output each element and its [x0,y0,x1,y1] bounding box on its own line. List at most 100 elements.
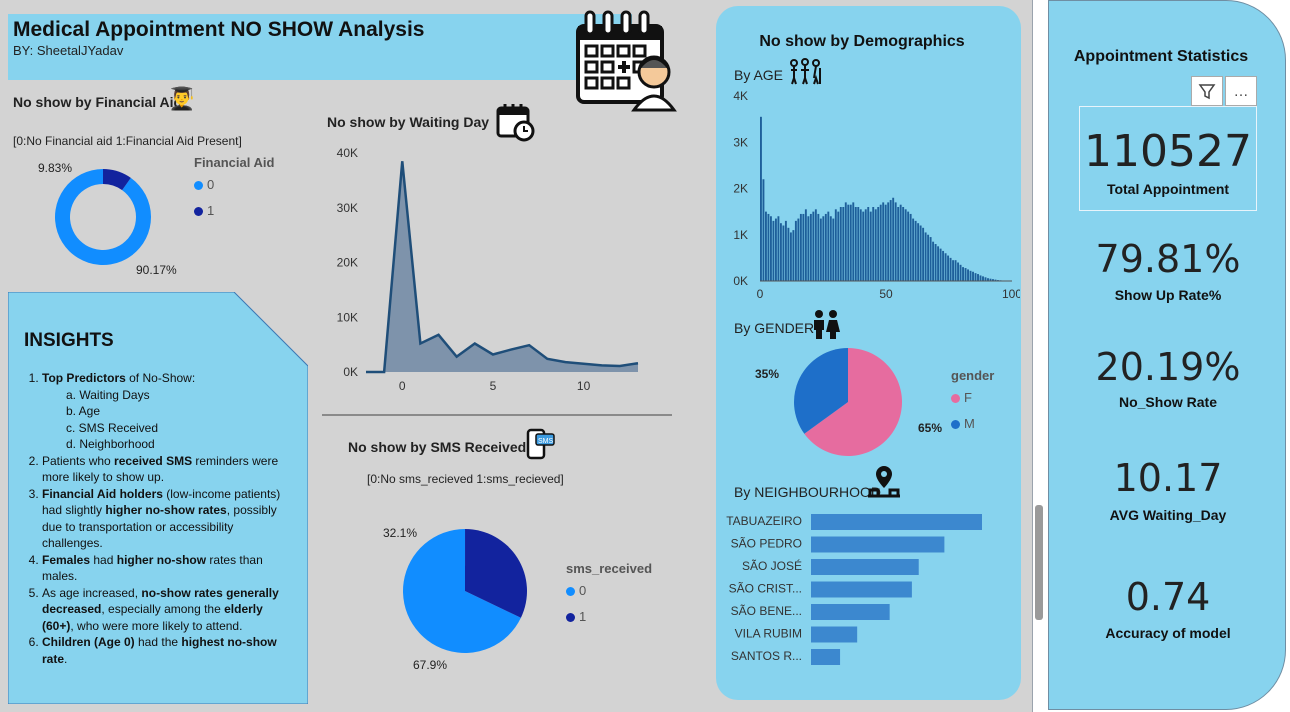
histogram-bar [977,274,979,281]
x-tick-label: 0 [757,287,764,301]
histogram-bar [824,213,827,281]
histogram-bar [917,223,920,281]
histogram-bar [914,220,917,281]
histogram-bar [837,211,840,281]
histogram-bar [974,273,977,281]
neighbourhood-bar [811,649,841,665]
y-tick-label: 0K [343,365,358,379]
histogram-bar [842,207,845,281]
histogram-bar [934,244,937,281]
y-tick-label: 3K [733,135,748,149]
histogram-bar [927,234,930,281]
financial-aid-legend-title: Financial Aid [194,155,275,170]
histogram-bar [814,209,817,281]
histogram-bar [899,204,902,281]
histogram-bar [984,277,987,281]
y-tick-label: 10K [337,310,358,324]
neighbourhood-bar [811,536,945,553]
histogram-bar [822,216,825,281]
sms-label-small: 32.1% [383,526,418,540]
histogram-bar [889,200,892,281]
histogram-bar [854,207,857,281]
more-options-icon[interactable]: … [1225,76,1257,106]
x-tick-label: 0 [399,379,406,393]
histogram-bar [882,202,885,281]
author-byline: BY: SheetalJYadav [13,43,124,58]
histogram-bar [897,207,900,281]
section-divider [322,414,672,416]
financial-aid-icon: 👨‍🎓 [168,86,196,111]
histogram-bar [819,218,822,281]
pie-slice-1 [465,529,527,618]
histogram-bar [777,216,780,281]
y-tick-label: 20K [337,256,358,270]
gender-pie-chart [794,348,902,456]
demographics-title: No show by Demographics [759,33,965,50]
category-label: SÃO CRIST... [729,582,802,596]
histogram-bar [852,202,855,281]
gender-label-f: 65% [918,421,943,435]
sms-phone-icon: SMS [526,428,555,460]
histogram-bar [797,218,800,281]
calendar-doctor-icon [576,10,677,112]
histogram-bar [879,204,882,281]
pie-slice-M [794,348,848,434]
histogram-bar [922,227,925,281]
location-pin-icon [868,466,900,498]
gender-legend-f[interactable]: F [951,390,972,405]
total-appointment-value: 110527 [1084,126,1252,177]
financial-aid-legend-0[interactable]: 0 [194,177,214,192]
histogram-bar [844,202,847,281]
sms-pie-chart [403,529,527,653]
histogram-bar [859,209,862,281]
histogram-bar [869,211,872,281]
category-label: SÃO PEDRO [731,537,802,551]
histogram-bar [907,211,910,281]
histogram-bar [892,197,895,281]
histogram-bar [929,237,932,281]
neighbourhood-title: By NEIGHBOURHOOD [734,484,882,500]
pie-slice-1 [103,169,131,191]
show-up-rate-value: 79.81% [1095,237,1241,281]
gender-legend-m[interactable]: M [951,416,975,431]
financial-aid-legend-1[interactable]: 1 [194,203,214,218]
financial-aid-donut-chart [55,169,152,265]
sms-note: [0:No sms_recieved 1:sms_recieved] [367,472,564,486]
histogram-bar [760,116,762,281]
title-banner [8,14,632,80]
sms-legend-title: sms_received [566,561,653,576]
age-histogram: 0K 1K 2K 3K 4K 0 50 100 [733,89,1020,301]
filter-icon[interactable] [1191,76,1223,106]
pie-slice-F [804,348,902,456]
histogram-bar [812,211,815,281]
financial-aid-title: No show by Financial Aid [13,94,183,110]
x-tick-label: 100 [1002,287,1020,301]
histogram-bar [924,232,927,281]
y-tick-label: 4K [733,89,748,103]
histogram-bar [957,262,960,281]
sms-legend-0[interactable]: 0 [566,583,586,598]
histogram-bar [782,225,785,281]
histogram-bar [912,218,915,281]
histogram-bar [794,220,797,281]
neighbourhood-bar [811,581,912,598]
histogram-bar [884,204,887,281]
scrollbar-thumb[interactable] [1035,505,1043,620]
histogram-bar [827,211,830,281]
histogram-bar [909,213,912,281]
waiting-day-area-chart: 0K 10K 20K 30K 40K 0 5 10 [337,146,639,393]
histogram-bar [919,225,922,281]
histogram-bar [872,207,875,281]
category-label: TABUAZEIRO [726,514,802,528]
histogram-bar [807,216,810,281]
y-tick-label: 1K [733,228,748,242]
histogram-bar [799,213,802,281]
histogram-bar [834,209,837,281]
financial-aid-label-small: 9.83% [38,161,73,175]
histogram-bar [967,269,969,281]
svg-text:SMS: SMS [538,438,554,445]
histogram-bar [802,213,805,281]
sms-legend-1[interactable]: 1 [566,609,586,624]
histogram-bar [862,211,865,281]
total-appointment-card [1079,106,1257,211]
